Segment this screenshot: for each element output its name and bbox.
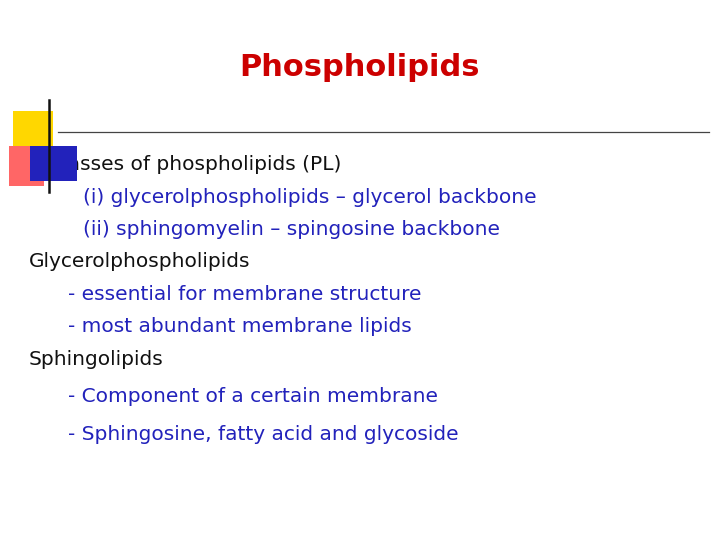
Text: 2 Classes of phospholipids (PL): 2 Classes of phospholipids (PL) [29, 155, 341, 174]
Text: - Component of a certain membrane: - Component of a certain membrane [68, 387, 438, 407]
Text: - most abundant membrane lipids: - most abundant membrane lipids [68, 317, 412, 336]
Text: - essential for membrane structure: - essential for membrane structure [68, 285, 422, 304]
Bar [9, 146, 44, 186]
Text: Phospholipids: Phospholipids [240, 53, 480, 82]
Bar [13, 111, 53, 151]
Text: (i) glycerolphospholipids – glycerol backbone: (i) glycerolphospholipids – glycerol bac… [83, 187, 536, 207]
Bar [30, 146, 77, 181]
Text: - Sphingosine, fatty acid and glycoside: - Sphingosine, fatty acid and glycoside [68, 425, 459, 444]
Text: Glycerolphospholipids: Glycerolphospholipids [29, 252, 251, 272]
Text: (ii) sphingomyelin – spingosine backbone: (ii) sphingomyelin – spingosine backbone [83, 220, 500, 239]
Text: Sphingolipids: Sphingolipids [29, 349, 163, 369]
